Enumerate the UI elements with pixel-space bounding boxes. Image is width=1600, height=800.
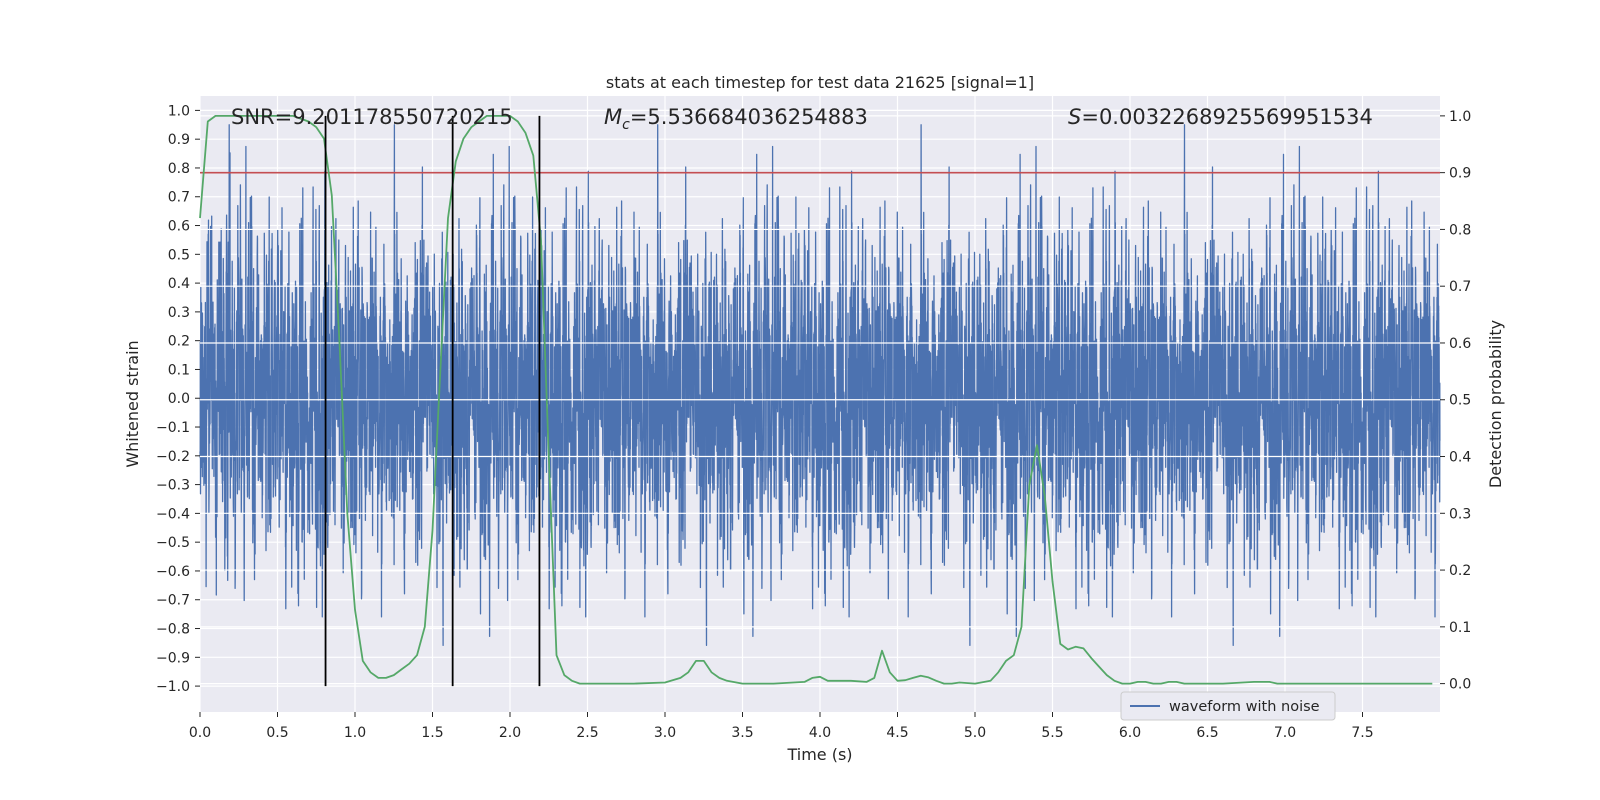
y-tick-label: −0.6: [156, 564, 190, 580]
probability-line: [199, 115, 1433, 685]
snr-annotation: SNR=9.201178550720215: [231, 105, 513, 129]
y-axis-label: Whitened strain: [123, 340, 142, 467]
waveform-series: [199, 124, 1441, 647]
x-tick-label: 6.5: [1196, 725, 1218, 741]
x-tick-label: 1.5: [421, 725, 443, 741]
y-tick-label: 0.9: [168, 132, 190, 148]
y-tick-label: −0.1: [156, 420, 190, 436]
probability-series: [199, 115, 1433, 685]
x-tick-label: 2.0: [499, 725, 521, 741]
x-tick-label: 0.0: [189, 725, 211, 741]
s-value: =0.0032268925569951534: [1081, 105, 1373, 129]
s-symbol: S: [1068, 105, 1081, 129]
y-tick-label: 0.2: [168, 334, 190, 350]
y-tick-label: 0.8: [168, 161, 190, 177]
x-tick-label: 4.0: [809, 725, 831, 741]
x-tick-label: 3.5: [731, 725, 753, 741]
x-tick-label: 4.5: [886, 725, 908, 741]
legend: waveform with noise: [1120, 691, 1336, 721]
y2-tick-label: 0.1: [1449, 620, 1471, 636]
x-tick-label: 0.5: [266, 725, 288, 741]
legend-box: [1120, 691, 1336, 721]
y2-tick-label: 0.9: [1449, 166, 1471, 182]
x-axis-label: Time (s): [786, 745, 852, 764]
y2-axis-label: Detection probability: [1486, 320, 1505, 488]
y2-tick-label: 0.6: [1449, 336, 1471, 352]
y-tick-label: −0.3: [156, 478, 190, 494]
x-tick-label: 7.0: [1274, 725, 1296, 741]
y-tick-label: 0.1: [168, 362, 190, 378]
y2-tick-label: 0.0: [1449, 677, 1471, 693]
y-tick-label: 0.7: [168, 190, 190, 206]
y2-tick-label: 0.7: [1449, 279, 1471, 295]
y-tick-label: −0.9: [156, 650, 190, 666]
y2-tick-label: 0.5: [1449, 393, 1471, 409]
y-tick-label: 0.4: [168, 276, 190, 292]
x-tick-label: 5.5: [1041, 725, 1063, 741]
x-axis-ticks: 0.0 0.5 1.0 1.5 2.0 2.5 3.0 3.5 4.0 4.5 5.0 5.5 6.0 6…: [189, 712, 1374, 741]
chirp-mass-subscript: c: [622, 117, 630, 133]
x-tick-label: 1.0: [344, 725, 366, 741]
y2-tick-label: 1.0: [1449, 109, 1471, 125]
y-tick-label: −0.5: [156, 535, 190, 551]
y-tick-label: −0.7: [156, 593, 190, 609]
y-tick-label: 0.6: [168, 219, 190, 235]
legend-entry-waveform: waveform with noise: [1169, 699, 1320, 715]
chirp-mass-annotation: Mc=5.536684036254883: [604, 105, 868, 133]
y2-tick-label: 0.8: [1449, 222, 1471, 238]
y-tick-label: −0.2: [156, 449, 190, 465]
y2-tick-label: 0.4: [1449, 450, 1471, 466]
waveform-line: [199, 124, 1441, 647]
chirp-mass-symbol: M: [604, 105, 622, 129]
x-tick-label: 6.0: [1119, 725, 1141, 741]
y-tick-label: 0.3: [168, 305, 190, 321]
vertical-markers: [324, 115, 541, 687]
x-tick-label: 3.0: [654, 725, 676, 741]
s-annotation: S=0.0032268925569951534: [1068, 105, 1373, 129]
y2-tick-label: 0.3: [1449, 506, 1471, 522]
y-tick-label: 0.5: [168, 247, 190, 263]
x-tick-label: 7.5: [1351, 725, 1373, 741]
x-tick-label: 2.5: [576, 725, 598, 741]
chart-title: stats at each timestep for test data 216…: [606, 73, 1034, 92]
y2-tick-label: 0.2: [1449, 563, 1471, 579]
y2-axis-ticks: 1.0 0.9 0.8 0.7 0.6 0.5 0.4 0.3 0.2 0.1 0.0: [1440, 109, 1471, 693]
y-tick-label: −1.0: [156, 679, 190, 695]
y-axis-ticks: 1.0 0.9 0.8 0.7 0.6 0.5 0.4 0.3 0.2 0.1 0.0 −0.1 −0.…: [156, 103, 200, 695]
y2-gridlines: [200, 115, 1440, 685]
chirp-mass-value: =5.536684036254883: [630, 105, 868, 129]
y-tick-label: −0.8: [156, 622, 190, 638]
y-tick-label: 0.0: [168, 391, 190, 407]
x-tick-label: 5.0: [964, 725, 986, 741]
y-tick-label: −0.4: [156, 506, 190, 522]
y-tick-label: 1.0: [168, 103, 190, 119]
